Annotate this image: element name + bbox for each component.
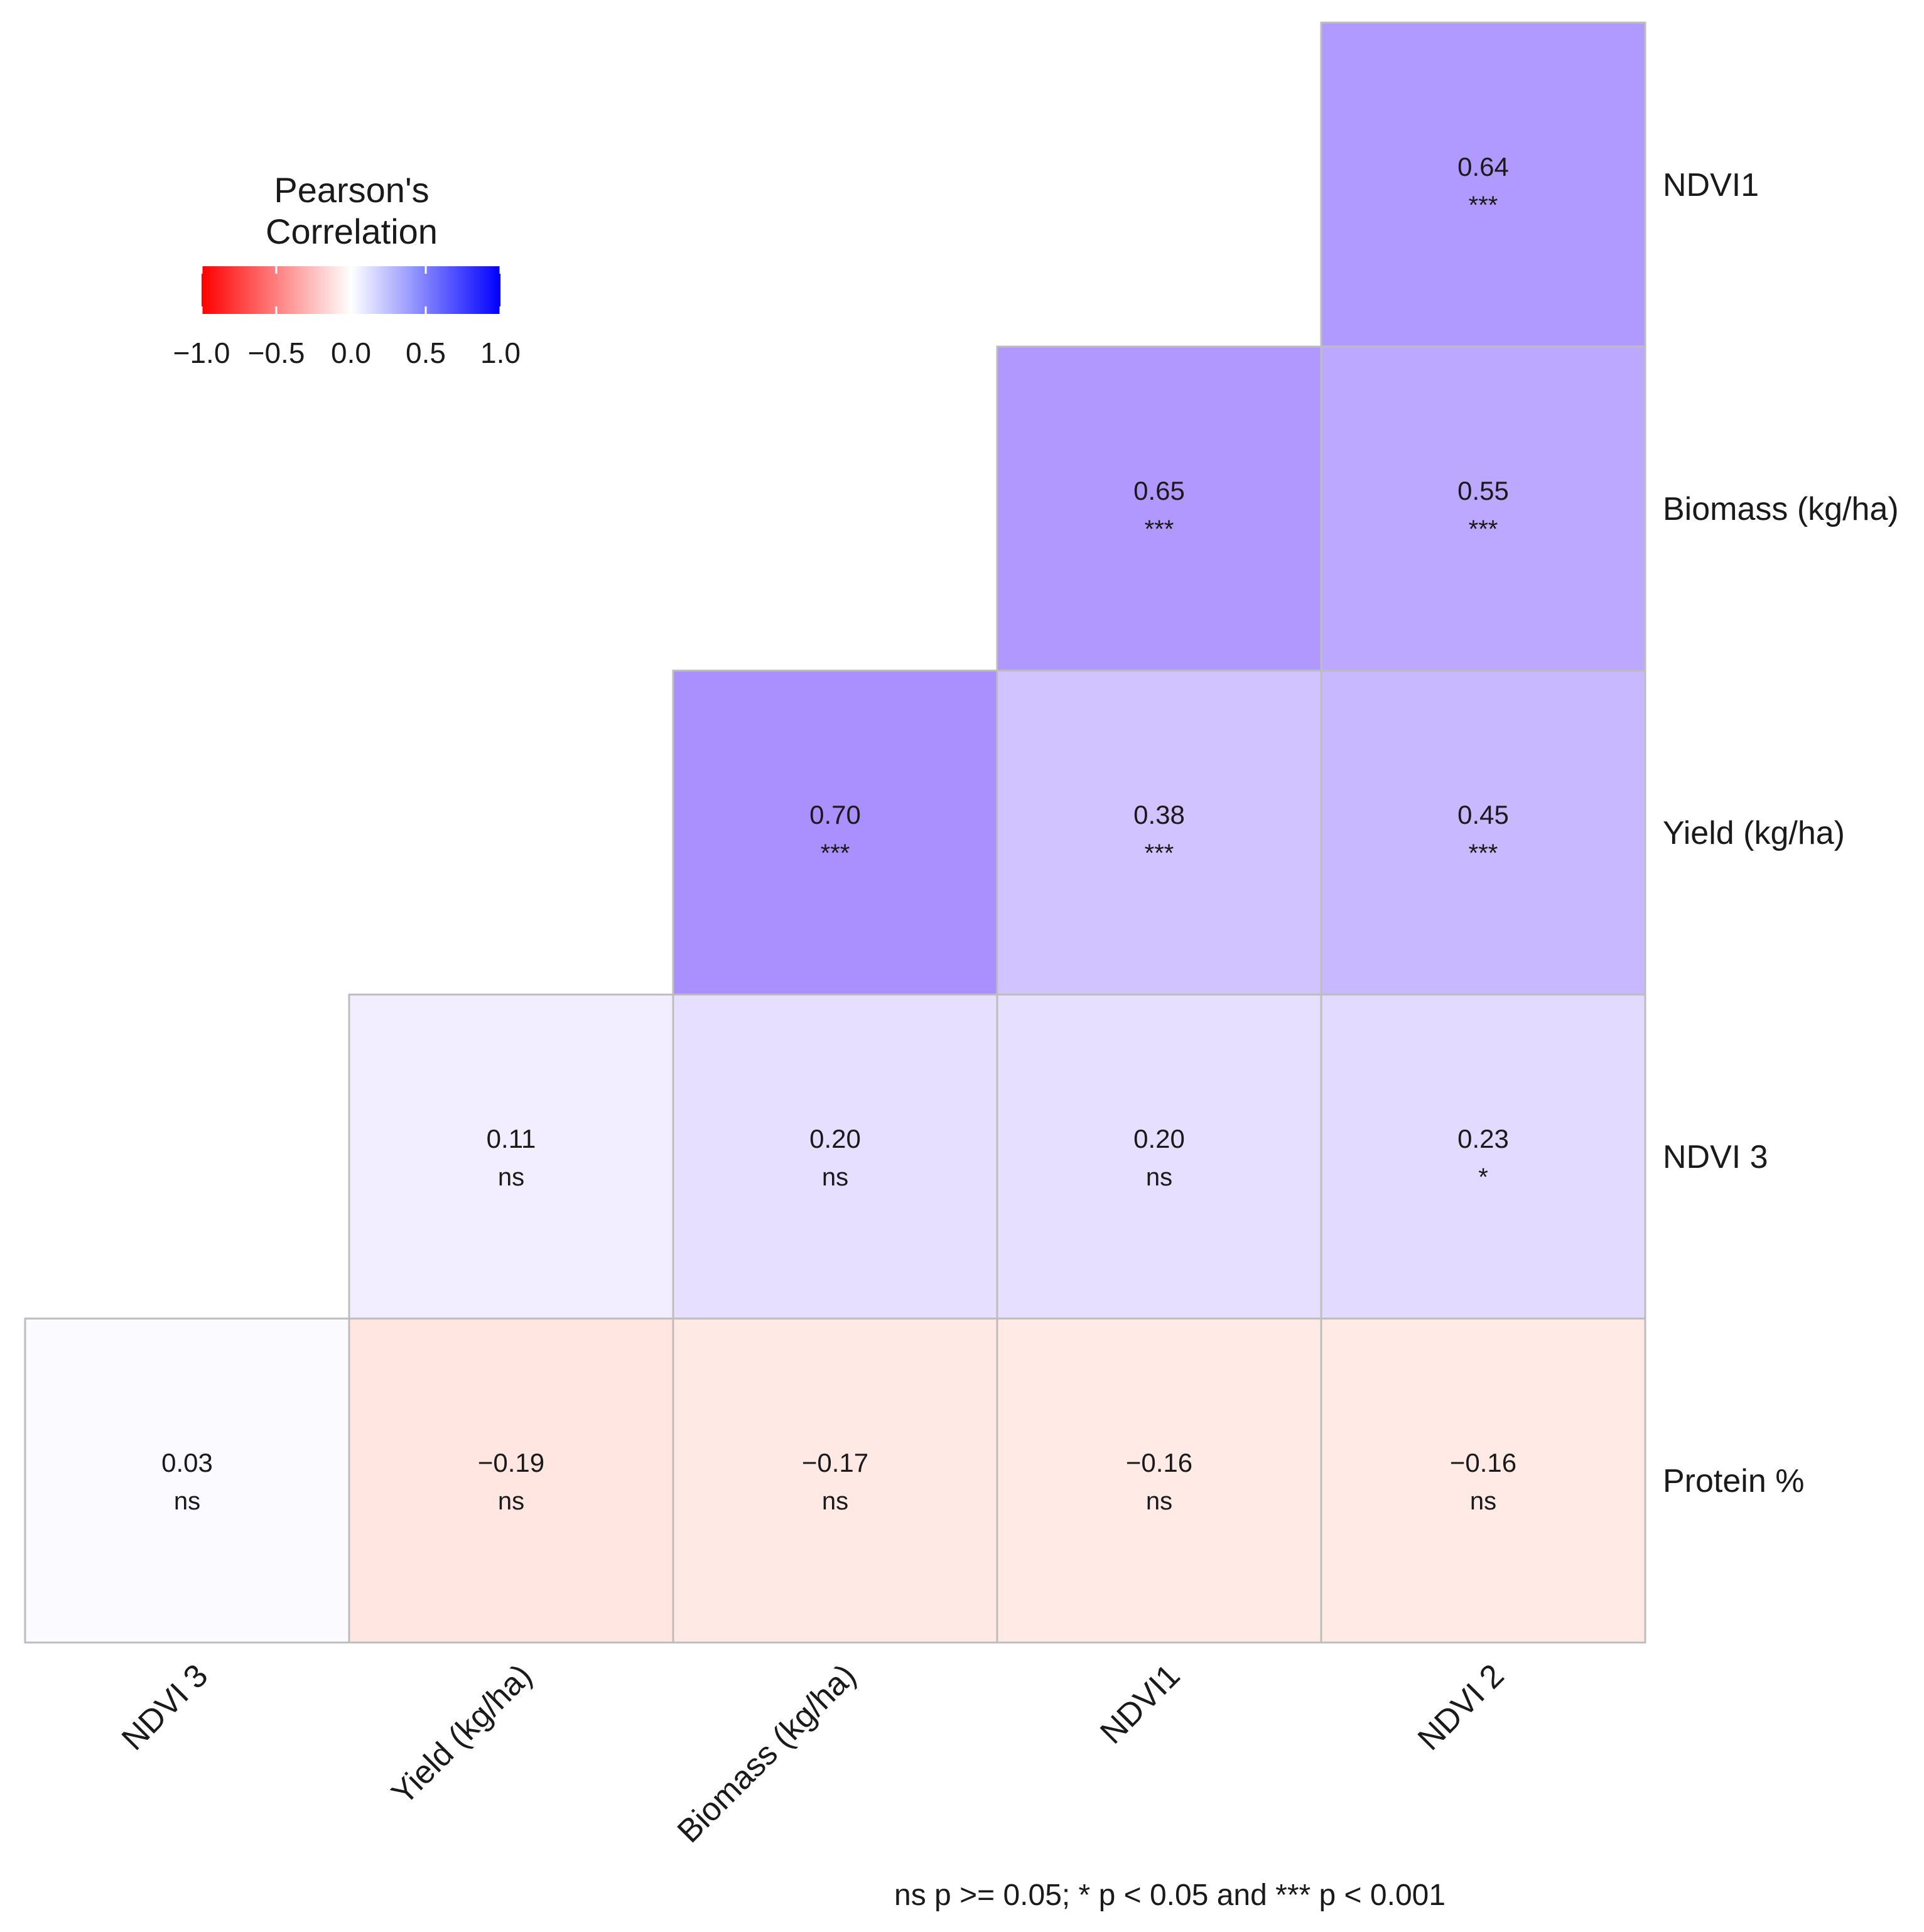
legend-tick-label: 1.0	[480, 337, 521, 369]
cell-value-label: 0.11	[487, 1124, 536, 1153]
color-legend: Pearson's Correlation −1.0 −0.5 0.0 0.5 1.0	[173, 170, 521, 369]
heatmap-cell	[1320, 669, 1646, 996]
cell-value-label: 0.20	[1133, 1124, 1185, 1153]
cell-significance-label: ***	[1469, 839, 1498, 867]
cell-significance-label: ns	[1470, 1487, 1496, 1515]
cell-significance-label: *	[1478, 1163, 1488, 1191]
heatmap-cell	[672, 993, 998, 1320]
row-labels: NDVI1 Biomass (kg/ha) Yield (kg/ha) NDVI 3 P…	[1663, 167, 1899, 1499]
cell-value-label: 0.20	[809, 1124, 861, 1153]
cell-significance-label: ***	[1145, 515, 1174, 543]
cell-significance-label: ns	[822, 1163, 848, 1191]
heatmap-cell	[996, 1317, 1322, 1644]
cell-significance-label: ***	[1469, 515, 1498, 543]
row-label: NDVI 3	[1663, 1139, 1768, 1175]
cell-value-label: −0.16	[1450, 1448, 1516, 1477]
cell-significance-label: ns	[1146, 1163, 1172, 1191]
cell-significance-label: ns	[498, 1163, 524, 1191]
heatmap-cell	[348, 993, 674, 1320]
legend-ticks: −1.0 −0.5 0.0 0.5 1.0	[173, 266, 521, 369]
legend-tick-label: −0.5	[248, 337, 305, 369]
legend-title-line2: Correlation	[266, 212, 438, 251]
cell-value-label: 0.03	[161, 1448, 213, 1477]
column-label: NDVI 2	[1411, 1657, 1511, 1757]
row-label: NDVI1	[1663, 167, 1759, 203]
cell-value-label: 0.38	[1133, 800, 1185, 829]
cell-value-label: 0.70	[809, 800, 861, 829]
cell-significance-label: ***	[1469, 192, 1498, 219]
column-label: NDVI 3	[115, 1657, 215, 1757]
heatmap-cell	[996, 993, 1322, 1320]
cell-significance-label: ns	[822, 1487, 848, 1515]
cell-value-label: −0.16	[1126, 1448, 1192, 1477]
column-labels: NDVI 3 Yield (kg/ha) Biomass (kg/ha) NDVI1 N…	[115, 1657, 1511, 1850]
cell-value-label: 0.64	[1457, 152, 1509, 181]
cell-significance-label: ns	[174, 1487, 200, 1515]
heatmap-cell	[672, 1317, 998, 1644]
heatmap-cell	[1320, 993, 1646, 1320]
heatmap-cells: 0.64 *** 0.65 *** 0.55 *** 0.70 *** 0.38 *** 0.45 *…	[24, 21, 1646, 1644]
significance-footnote: ns p >= 0.05; * p < 0.05 and *** p < 0.0…	[894, 1879, 1446, 1912]
cell-value-label: 0.23	[1457, 1124, 1509, 1153]
cell-value-label: 0.55	[1457, 476, 1509, 505]
heatmap-cell	[996, 669, 1322, 996]
heatmap-cell	[24, 1317, 350, 1644]
column-label: Yield (kg/ha)	[384, 1657, 539, 1811]
column-label: Biomass (kg/ha)	[671, 1657, 863, 1850]
row-label: Biomass (kg/ha)	[1663, 491, 1899, 527]
legend-tick-label: 0.0	[331, 337, 371, 369]
legend-colorbar	[202, 266, 500, 314]
cell-significance-label: ns	[498, 1487, 524, 1515]
cell-significance-label: ***	[821, 839, 850, 867]
cell-value-label: 0.45	[1457, 800, 1509, 829]
cell-significance-label: ns	[1146, 1487, 1172, 1515]
cell-value-label: −0.19	[478, 1448, 544, 1477]
heatmap-cell	[996, 345, 1322, 672]
row-label: Yield (kg/ha)	[1663, 815, 1845, 851]
heatmap-cell	[348, 1317, 674, 1644]
row-label: Protein %	[1663, 1463, 1804, 1499]
cell-value-label: 0.65	[1133, 476, 1185, 505]
cell-value-label: −0.17	[802, 1448, 868, 1477]
legend-tick-label: −1.0	[173, 337, 230, 369]
legend-tick-label: 0.5	[406, 337, 446, 369]
legend-title-line1: Pearson's	[274, 170, 429, 210]
cell-significance-label: ***	[1145, 839, 1174, 867]
heatmap-cell	[1320, 1317, 1646, 1644]
heatmap-cell	[1320, 21, 1646, 348]
column-label: NDVI1	[1093, 1657, 1187, 1751]
heatmap-cell	[672, 669, 998, 996]
heatmap-cell	[1320, 345, 1646, 672]
